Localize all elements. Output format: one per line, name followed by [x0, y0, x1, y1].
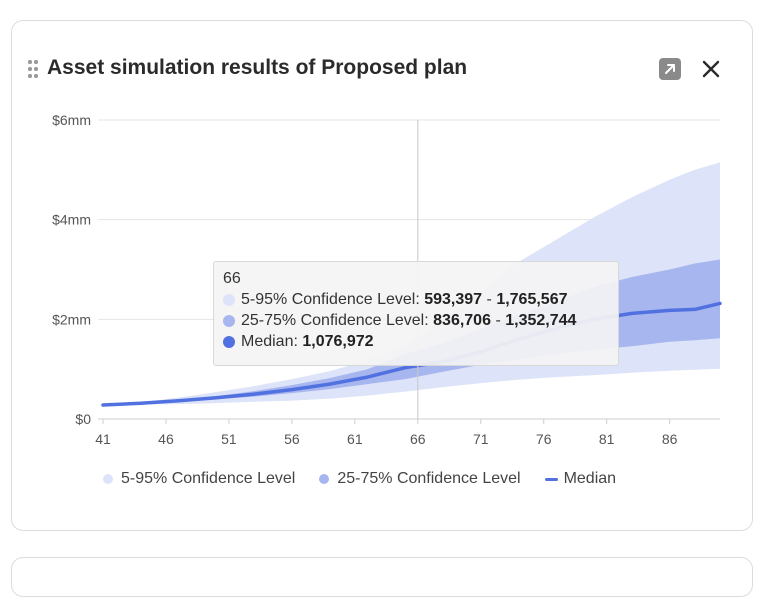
legend-label: Median — [563, 470, 617, 487]
legend-swatch — [544, 477, 558, 481]
tooltip-row-outer-band: 5-95% Confidence Level: 593,397 - 1,765,… — [223, 289, 609, 310]
drag-handle-icon[interactable] — [28, 60, 40, 78]
legend-label: 25-75% Confidence Level — [337, 470, 521, 487]
inner-band-swatch — [223, 314, 235, 327]
legend-item-outer-band[interactable]: 5-95% Confidence Level — [103, 470, 295, 488]
chart-legend: 5-95% Confidence Level 25-75% Confidence… — [103, 470, 640, 488]
panel-title: Asset simulation results of Proposed pla… — [47, 56, 468, 79]
tooltip-row-inner-band: 25-75% Confidence Level: 836,706 - 1,352… — [223, 310, 609, 331]
y-tick-label: $6mm — [52, 112, 91, 128]
y-tick-label: $4mm — [52, 212, 91, 228]
tooltip-low: 836,706 — [433, 312, 491, 329]
legend-label: 5-95% Confidence Level — [121, 470, 296, 487]
tooltip-value: 1,076,972 — [302, 333, 374, 350]
legend-item-inner-band[interactable]: 25-75% Confidence Level — [319, 470, 521, 488]
tooltip-low: 593,397 — [424, 291, 483, 308]
x-tick-label: 81 — [599, 431, 615, 447]
legend-swatch — [103, 474, 113, 484]
x-tick-label: 41 — [95, 431, 111, 447]
tooltip-high: 1,352,744 — [505, 312, 577, 329]
tooltip-sep: - — [486, 291, 492, 308]
tooltip-row-median: Median: 1,076,972 — [223, 331, 609, 352]
chart-tooltip: 66 5-95% Confidence Level: 593,397 - 1,7… — [213, 261, 619, 366]
legend-swatch — [319, 474, 330, 484]
close-icon[interactable] — [699, 57, 723, 81]
tooltip-label: Median: — [241, 333, 298, 350]
x-tick-label: 46 — [158, 431, 174, 447]
x-tick-label: 76 — [536, 431, 552, 447]
x-tick-label: 86 — [662, 431, 678, 447]
x-tick-label: 56 — [284, 431, 300, 447]
tooltip-x-value: 66 — [223, 270, 241, 287]
y-tick-label: $2mm — [52, 311, 91, 327]
x-tick-label: 71 — [473, 431, 489, 447]
legend-item-median[interactable]: Median — [544, 470, 617, 488]
expand-arrow-icon[interactable] — [659, 58, 681, 80]
tooltip-label: 5-95% Confidence Level: — [241, 291, 420, 308]
x-tick-label: 51 — [221, 431, 237, 447]
y-tick-label: $0 — [75, 411, 91, 427]
tooltip-label: 25-75% Confidence Level: — [241, 312, 429, 329]
tooltip-high: 1,765,567 — [496, 291, 568, 308]
tooltip-sep: - — [495, 312, 501, 329]
outer-band-swatch — [223, 293, 235, 306]
median-swatch — [223, 335, 235, 348]
x-tick-label: 61 — [347, 431, 363, 447]
x-tick-label: 66 — [410, 431, 426, 447]
